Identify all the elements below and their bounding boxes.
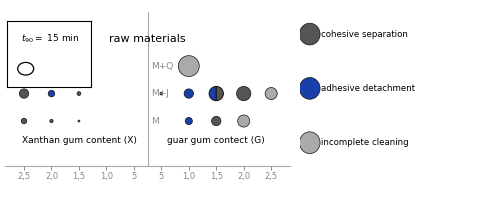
Circle shape [300, 23, 320, 45]
Circle shape [49, 64, 53, 68]
Text: M+J: M+J [151, 89, 169, 98]
Circle shape [160, 92, 163, 95]
Circle shape [18, 60, 30, 72]
Wedge shape [216, 86, 223, 101]
Wedge shape [209, 86, 216, 101]
Text: adhesive detachment: adhesive detachment [321, 84, 415, 93]
Text: M+Q: M+Q [151, 62, 173, 71]
Circle shape [212, 116, 221, 126]
Text: raw materials: raw materials [109, 33, 186, 44]
Circle shape [21, 118, 27, 124]
Circle shape [48, 90, 55, 97]
Circle shape [77, 92, 81, 95]
Circle shape [237, 86, 251, 101]
Text: cohesive separation: cohesive separation [321, 30, 408, 39]
Circle shape [184, 89, 193, 98]
Text: $t_{90}$$=$ 15 min: $t_{90}$$=$ 15 min [21, 32, 79, 45]
Circle shape [300, 132, 320, 154]
Text: Xanthan gum content (X): Xanthan gum content (X) [22, 136, 136, 145]
Circle shape [238, 115, 250, 127]
Circle shape [300, 78, 320, 99]
Text: guar gum contect (G): guar gum contect (G) [168, 136, 265, 145]
Circle shape [78, 120, 80, 122]
Circle shape [265, 88, 277, 100]
Circle shape [179, 56, 199, 77]
Text: M: M [151, 116, 159, 125]
Circle shape [50, 119, 53, 123]
Circle shape [185, 118, 192, 125]
Text: incomplete cleaning: incomplete cleaning [321, 138, 409, 147]
Circle shape [19, 89, 29, 98]
